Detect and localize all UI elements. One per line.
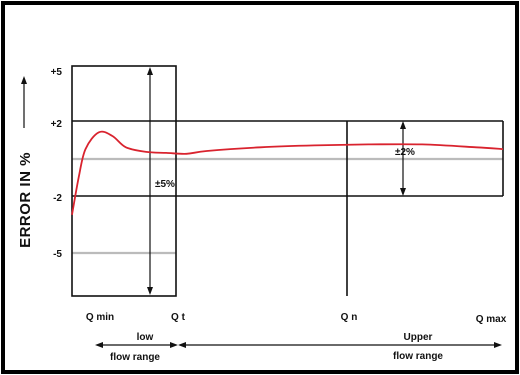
tolerance-arrow-low-top	[147, 67, 153, 75]
tolerance-arrow-low-bottom	[147, 287, 153, 295]
x-marker-qmax: Q max	[476, 314, 507, 325]
tolerance-label-upper: ±2%	[395, 147, 415, 158]
low-range-arrow-right	[170, 342, 178, 348]
upper-range-label-line1: Upper	[404, 332, 433, 343]
low-range-arrow-left	[95, 342, 103, 348]
upper-range-label-line2: flow range	[393, 351, 443, 362]
low-range-label-line1: low	[137, 332, 154, 343]
tolerance-arrow-upper-bottom	[400, 188, 406, 196]
y-axis-label-arrowhead	[21, 76, 27, 84]
upper-range-arrow-left	[178, 342, 186, 348]
y-tick-label-minus5: -5	[53, 249, 62, 260]
x-marker-qmin: Q min	[86, 312, 114, 323]
tolerance-label-low: ±5%	[155, 179, 175, 190]
low-range-box	[71, 65, 177, 297]
y-axis-label: ERROR IN %	[17, 152, 34, 248]
y-tick-label-plus5: +5	[51, 67, 63, 78]
x-marker-qn: Q n	[341, 312, 358, 323]
y-tick-label-plus2: +2	[51, 119, 63, 130]
low-range-label-line2: flow range	[110, 352, 160, 363]
tolerance-arrow-upper-top	[400, 121, 406, 129]
upper-range-arrow-right	[494, 342, 502, 348]
x-marker-qt: Q t	[171, 312, 186, 323]
y-tick-label-minus2: -2	[53, 193, 62, 204]
error-curve-line	[71, 130, 504, 215]
